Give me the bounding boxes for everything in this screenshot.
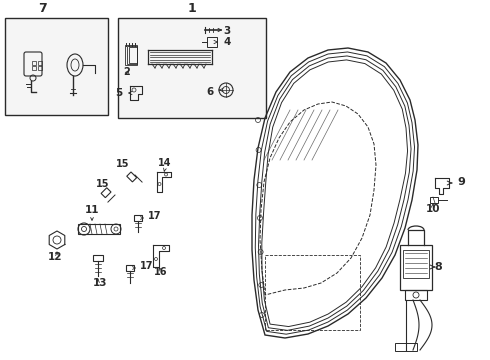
Bar bbox=[405, 290, 427, 300]
Bar bbox=[395, 343, 417, 351]
Bar bbox=[125, 45, 137, 65]
Text: 16: 16 bbox=[154, 267, 168, 277]
Bar bbox=[78, 224, 120, 234]
Text: 2: 2 bbox=[123, 67, 130, 77]
Text: 3: 3 bbox=[223, 26, 231, 36]
Text: 11: 11 bbox=[85, 205, 99, 215]
Text: 6: 6 bbox=[207, 87, 214, 97]
Bar bbox=[127, 172, 137, 182]
Bar bbox=[126, 265, 134, 271]
Text: 10: 10 bbox=[426, 204, 440, 214]
Bar bbox=[207, 37, 217, 47]
Text: 17: 17 bbox=[148, 211, 162, 221]
Text: 14: 14 bbox=[158, 158, 172, 168]
Bar bbox=[118, 18, 266, 118]
Bar bbox=[5, 18, 108, 115]
Text: 12: 12 bbox=[48, 252, 62, 262]
Bar bbox=[265, 255, 360, 330]
Bar bbox=[403, 250, 429, 278]
Text: 15: 15 bbox=[116, 159, 130, 169]
Bar bbox=[32, 66, 36, 70]
Text: 13: 13 bbox=[93, 278, 107, 288]
Bar bbox=[134, 215, 142, 221]
Bar bbox=[400, 245, 432, 290]
Bar bbox=[38, 66, 42, 70]
Bar bbox=[129, 47, 137, 63]
Bar bbox=[93, 255, 103, 261]
Bar bbox=[101, 188, 111, 198]
Bar bbox=[32, 61, 36, 65]
Text: 8: 8 bbox=[434, 262, 442, 272]
Text: 4: 4 bbox=[223, 37, 230, 47]
Bar bbox=[127, 46, 137, 64]
Text: 9: 9 bbox=[457, 177, 465, 187]
Text: 1: 1 bbox=[188, 2, 196, 15]
Bar bbox=[430, 197, 438, 203]
Bar bbox=[38, 61, 42, 65]
Text: 7: 7 bbox=[38, 2, 47, 15]
Text: 17: 17 bbox=[140, 261, 153, 271]
Text: 15: 15 bbox=[96, 179, 110, 189]
Text: 5: 5 bbox=[115, 88, 122, 98]
